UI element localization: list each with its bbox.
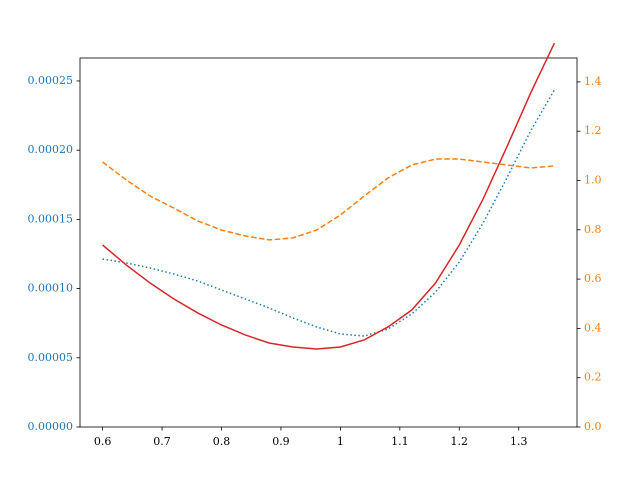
y-tick-label: 0.00025 xyxy=(28,74,74,87)
x-tick-label: 0.6 xyxy=(94,435,112,448)
series-line xyxy=(102,158,555,241)
x-tick-label: 0.9 xyxy=(272,435,290,448)
series-line xyxy=(102,42,556,350)
y-tick-label: 0.00010 xyxy=(28,282,74,295)
y2-tick-label: 0.0 xyxy=(584,420,602,433)
y2-tick-label: 0.2 xyxy=(584,371,602,384)
x-tick-label: 1.3 xyxy=(510,435,528,448)
y-tick-label: 0.00015 xyxy=(28,212,74,225)
y-tick-label: 0.00020 xyxy=(28,143,74,156)
x-tick-label: 1.2 xyxy=(451,435,469,448)
x-tick-label: 1.1 xyxy=(391,435,409,448)
plot-frame xyxy=(79,57,578,428)
y2-tick-label: 1.4 xyxy=(584,75,602,88)
y2-tick-label: 0.6 xyxy=(584,272,602,285)
y2-tick-label: 0.8 xyxy=(584,223,602,236)
x-tick-label: 0.8 xyxy=(213,435,231,448)
y-tick-label: 0.00000 xyxy=(28,420,74,433)
y2-tick-label: 0.4 xyxy=(584,321,602,334)
y2-tick-label: 1.0 xyxy=(584,174,602,187)
series-line xyxy=(102,89,556,337)
y-tick-label: 0.00005 xyxy=(28,351,74,364)
x-tick-label: 1 xyxy=(337,435,344,448)
y2-tick-label: 1.2 xyxy=(584,124,602,137)
x-tick-label: 0.7 xyxy=(153,435,171,448)
